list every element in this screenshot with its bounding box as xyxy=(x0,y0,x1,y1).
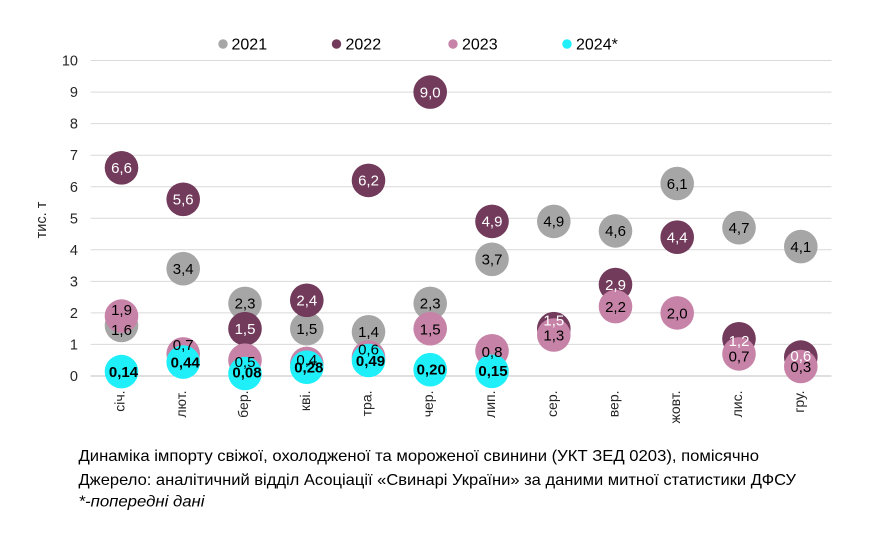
svg-text:0,28: 0,28 xyxy=(294,359,323,376)
svg-text:9: 9 xyxy=(70,85,78,101)
svg-text:1,3: 1,3 xyxy=(543,327,564,344)
svg-text:4: 4 xyxy=(70,243,78,259)
svg-text:2,2: 2,2 xyxy=(605,299,626,316)
svg-text:0,6: 0,6 xyxy=(358,341,379,358)
svg-text:гру.: гру. xyxy=(791,391,807,413)
svg-text:0,15: 0,15 xyxy=(478,363,507,380)
svg-text:січ.: січ. xyxy=(112,391,128,412)
svg-text:1,5: 1,5 xyxy=(296,321,317,338)
svg-text:вер.: вер. xyxy=(606,391,622,418)
svg-text:6,2: 6,2 xyxy=(358,173,379,190)
svg-text:0,49: 0,49 xyxy=(356,353,385,370)
svg-text:8: 8 xyxy=(70,117,78,133)
svg-text:2021: 2021 xyxy=(232,37,268,54)
svg-text:кві.: кві. xyxy=(297,391,313,412)
svg-text:10: 10 xyxy=(62,54,78,70)
svg-text:3,4: 3,4 xyxy=(173,261,194,278)
svg-text:1,9: 1,9 xyxy=(111,302,132,319)
svg-text:6,1: 6,1 xyxy=(667,176,688,193)
svg-text:2024*: 2024* xyxy=(576,37,618,54)
svg-text:3: 3 xyxy=(70,275,78,291)
svg-text:0,5: 0,5 xyxy=(235,354,256,371)
svg-text:2,4: 2,4 xyxy=(296,293,317,310)
svg-text:0,44: 0,44 xyxy=(171,354,201,371)
svg-text:0,08: 0,08 xyxy=(232,365,261,382)
svg-text:0,8: 0,8 xyxy=(482,344,503,361)
svg-text:лип.: лип. xyxy=(482,391,498,418)
svg-text:жовт.: жовт. xyxy=(667,391,683,424)
svg-text:1,5: 1,5 xyxy=(235,321,256,338)
svg-text:0: 0 xyxy=(70,369,78,385)
svg-text:5,6: 5,6 xyxy=(173,192,194,209)
svg-text:4,4: 4,4 xyxy=(667,230,688,247)
svg-text:тра.: тра. xyxy=(359,391,375,417)
svg-text:0,20: 0,20 xyxy=(417,362,446,379)
svg-text:тис. т: тис. т xyxy=(34,201,50,238)
svg-text:1,6: 1,6 xyxy=(111,322,132,339)
svg-text:9,0: 9,0 xyxy=(420,84,441,101)
svg-text:2,0: 2,0 xyxy=(667,306,688,323)
svg-text:2022: 2022 xyxy=(346,37,382,54)
svg-text:сер.: сер. xyxy=(544,391,560,417)
svg-text:4,7: 4,7 xyxy=(729,220,750,237)
svg-text:6,6: 6,6 xyxy=(111,160,132,177)
svg-text:4,1: 4,1 xyxy=(790,239,811,256)
svg-text:1,5: 1,5 xyxy=(543,313,564,330)
svg-text:2: 2 xyxy=(70,306,78,322)
svg-text:бер.: бер. xyxy=(235,391,251,418)
svg-text:1,2: 1,2 xyxy=(729,333,750,350)
svg-text:0,6: 0,6 xyxy=(790,348,811,365)
svg-text:4,9: 4,9 xyxy=(543,214,564,231)
svg-text:лют.: лют. xyxy=(173,391,189,418)
svg-text:*-попередні дані: *-попередні дані xyxy=(79,494,205,511)
svg-text:Джерело: аналітичний відділ Ас: Джерело: аналітичний відділ Асоціації «С… xyxy=(79,472,797,489)
svg-text:7: 7 xyxy=(70,148,78,164)
svg-text:3,7: 3,7 xyxy=(482,252,503,269)
svg-text:0,7: 0,7 xyxy=(173,337,194,354)
svg-text:5: 5 xyxy=(70,211,78,227)
svg-text:0,4: 0,4 xyxy=(296,352,317,369)
svg-text:0,14: 0,14 xyxy=(109,364,139,381)
svg-text:4,6: 4,6 xyxy=(605,223,626,240)
svg-text:1: 1 xyxy=(70,338,78,354)
svg-text:0,7: 0,7 xyxy=(729,349,750,366)
svg-text:Динаміка імпорту свіжої, охоло: Динаміка імпорту свіжої, охолодженої та … xyxy=(79,448,760,465)
svg-text:0,3: 0,3 xyxy=(790,359,811,376)
svg-text:2,3: 2,3 xyxy=(235,296,256,313)
svg-text:2023: 2023 xyxy=(462,37,498,54)
svg-text:4,9: 4,9 xyxy=(482,214,503,231)
svg-text:лис.: лис. xyxy=(729,391,745,418)
svg-text:1,4: 1,4 xyxy=(358,324,379,341)
svg-text:2,9: 2,9 xyxy=(605,277,626,294)
svg-text:1,5: 1,5 xyxy=(420,321,441,338)
svg-text:чер.: чер. xyxy=(420,391,436,418)
svg-text:6: 6 xyxy=(70,180,78,196)
svg-text:2,3: 2,3 xyxy=(420,296,441,313)
